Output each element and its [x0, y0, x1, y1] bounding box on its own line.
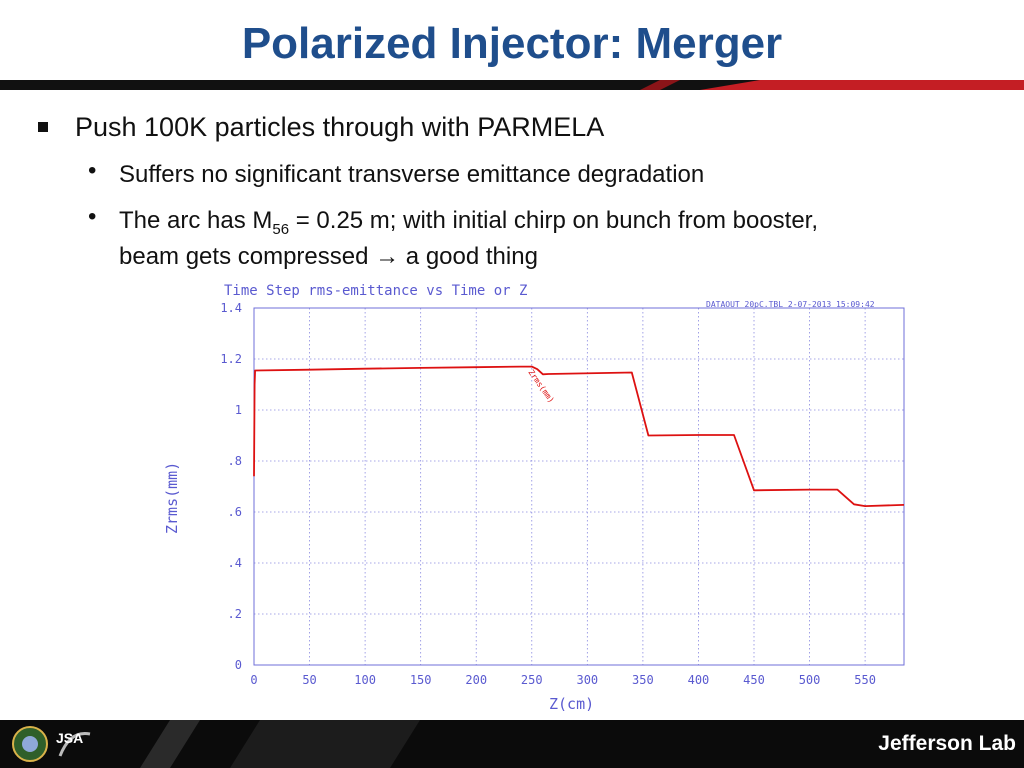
title-divider	[0, 80, 1024, 90]
x-tick-label: 100	[354, 673, 376, 687]
jsa-logo: JSA	[56, 730, 84, 746]
footer-bar: JSA Jefferson Lab	[0, 720, 1024, 768]
y-tick-label: .8	[228, 454, 242, 468]
chart-header-info: DATAOUT 20pC.TBL 2-07-2013 15:09:42	[706, 300, 875, 309]
y-axis-label: Zrms(mm)	[163, 462, 181, 534]
x-tick-label: 50	[302, 673, 316, 687]
slide-title: Polarized Injector: Merger	[241, 19, 783, 68]
x-axis-ticks: 0 50 100 150 200 250 300 350 400 450 500 550	[250, 673, 876, 687]
chart-grid	[254, 308, 904, 665]
x-axis-label: Z(cm)	[549, 695, 594, 713]
bullet-main: Push 100K particles through with PARMELA	[75, 112, 605, 142]
sub-bullet-arc-line2: beam gets compressed → a good thing	[119, 239, 538, 275]
y-tick-label: .6	[228, 505, 242, 519]
sub-bullet-emittance: Suffers no significant transverse emitta…	[119, 161, 705, 188]
y-tick-label: .2	[228, 607, 242, 621]
plot-area-frame	[253, 307, 905, 666]
dot-bullet-icon: •	[88, 203, 97, 230]
y-tick-label: 1.4	[220, 301, 242, 315]
y-tick-label: 1.2	[220, 352, 242, 366]
y-tick-label: 1	[235, 403, 242, 417]
arc-text-line2: beam gets compressed	[119, 243, 369, 270]
chart-title: Time Step rms-emittance vs Time or Z	[224, 283, 527, 299]
series-line-zrms	[253, 365, 905, 508]
x-tick-label: 200	[465, 673, 487, 687]
arc-subscript: 56	[272, 220, 290, 238]
x-tick-label: 400	[688, 673, 710, 687]
dot-bullet-icon: •	[88, 157, 97, 184]
doe-seal-icon	[12, 726, 48, 762]
x-tick-label: 300	[576, 673, 598, 687]
emittance-chart: Time Step rms-emittance vs Time or Z DAT…	[163, 283, 905, 713]
x-tick-label: 150	[410, 673, 432, 687]
square-bullet-icon	[38, 122, 48, 132]
sub-bullet-arc: The arc has M56 = 0.25 m; with initial c…	[119, 203, 818, 248]
x-tick-label: 550	[854, 673, 876, 687]
x-tick-label: 450	[743, 673, 765, 687]
y-tick-label: .4	[228, 556, 242, 570]
arc-text-end: a good thing	[399, 243, 538, 270]
chart-series	[253, 365, 905, 508]
jefferson-lab-logo: Jefferson Lab	[878, 732, 1016, 755]
footer-stripes	[12, 720, 420, 768]
x-tick-label: 350	[632, 673, 654, 687]
x-tick-label: 0	[250, 673, 257, 687]
arc-text-start: The arc has M	[119, 207, 273, 234]
arc-text-mid: = 0.25 m; with initial chirp on bunch fr…	[289, 207, 819, 234]
x-tick-label: 500	[799, 673, 821, 687]
y-tick-label: 0	[235, 658, 242, 672]
x-tick-label: 250	[521, 673, 543, 687]
arrow-right-icon: →	[375, 243, 400, 270]
y-axis-ticks: 0 .2 .4 .6 .8 1 1.2 1.4	[220, 301, 242, 672]
